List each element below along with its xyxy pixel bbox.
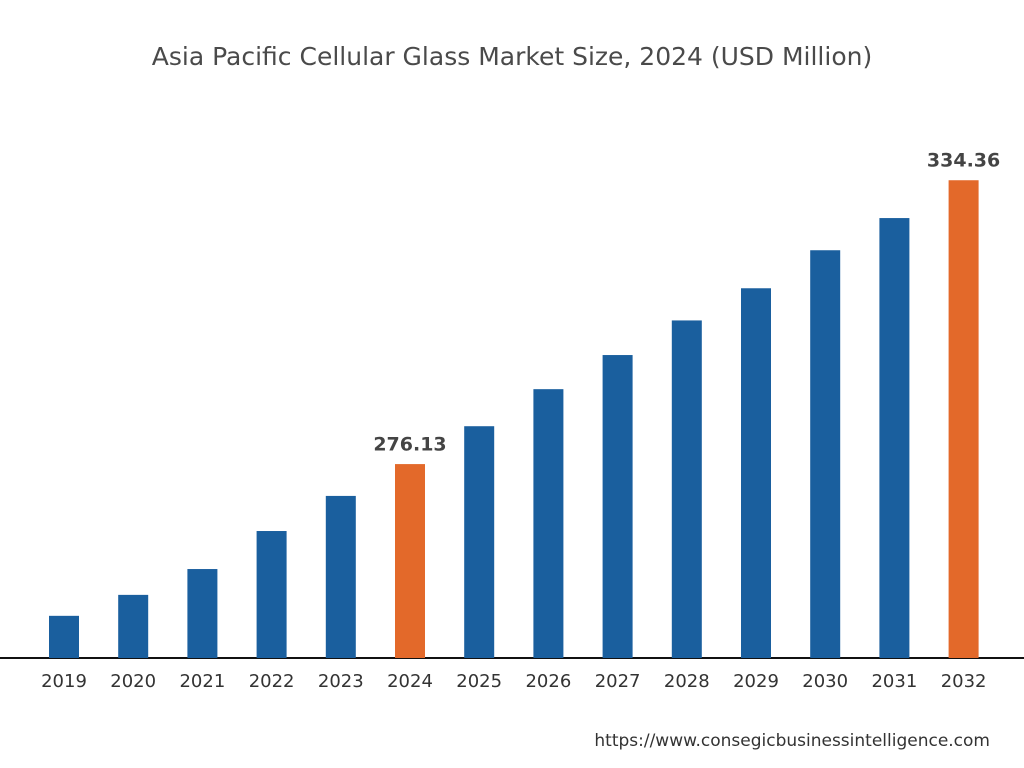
x-tick-label: 2022 [249,671,295,692]
x-tick-label: 2031 [871,671,917,692]
bar [118,594,149,658]
value-label: 334.36 [927,150,1000,172]
x-tick-label: 2027 [595,671,641,692]
x-tick-label: 2026 [525,671,571,692]
bar [187,569,218,658]
bar [810,250,841,658]
x-tick-label: 2020 [110,671,156,692]
bar [948,180,979,658]
x-tick-label: 2019 [41,671,87,692]
x-tick-label: 2032 [941,671,987,692]
value-label: 276.13 [373,434,446,456]
x-tick-label: 2024 [387,671,433,692]
bar [49,615,79,658]
bar [671,320,702,658]
bar [395,464,425,658]
x-tick-label: 2029 [733,671,779,692]
bar [256,531,287,658]
bar [325,495,356,658]
bar [602,355,633,658]
bar [533,389,564,658]
x-tick-label: 2023 [318,671,364,692]
bar [879,218,910,659]
x-tick-label: 2028 [664,671,710,692]
source: https://www.consegicbusinessintelligence… [594,731,990,751]
x-tick-label: 2030 [802,671,848,692]
x-tick-label: 2025 [456,671,502,692]
bar [464,426,495,658]
x-tick-label: 2021 [179,671,225,692]
bar [741,288,771,658]
chart-title: Asia Pacific Cellular Glass Market Size,… [152,42,872,71]
